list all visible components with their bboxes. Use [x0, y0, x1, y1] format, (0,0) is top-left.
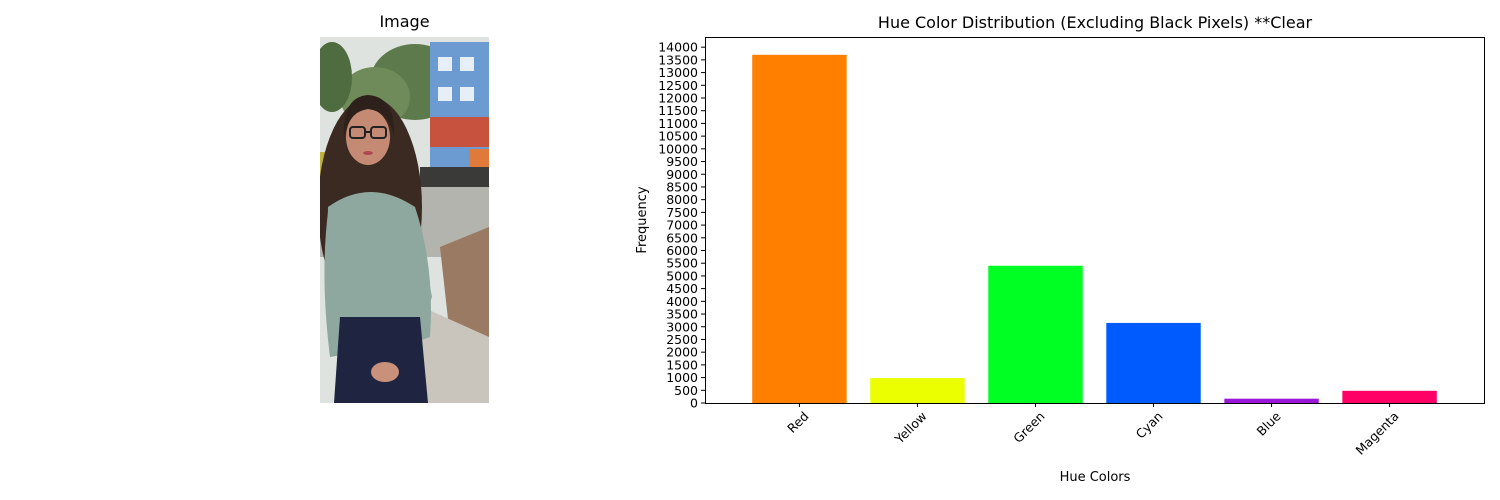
- y-tick-label: 13500: [658, 52, 698, 67]
- photo-illustration: [320, 37, 489, 403]
- y-tick-label: 2000: [666, 345, 698, 360]
- y-tick-label: 3000: [666, 319, 698, 334]
- bar-blue: [1224, 398, 1319, 403]
- bars: [752, 54, 1437, 404]
- y-axis-label: Frequency: [635, 186, 650, 253]
- y-tick-label: 3500: [666, 307, 698, 322]
- chart-title: Hue Color Distribution (Excluding Black …: [878, 13, 1313, 32]
- x-tick-label: Cyan: [1133, 409, 1166, 442]
- x-axis-label: Hue Colors: [1060, 470, 1131, 485]
- y-tick-label: 12500: [658, 78, 698, 93]
- y-tick-label: 10000: [658, 141, 698, 156]
- y-tick-label: 1000: [666, 370, 698, 385]
- y-axis-ticks: 0500100015002000250030003500400045005000…: [658, 40, 705, 411]
- x-axis-ticks: Red Yellow Green Cyan Blue Magenta: [784, 403, 1402, 458]
- x-tick-label: Magenta: [1353, 409, 1402, 458]
- y-tick-label: 12000: [658, 91, 698, 106]
- y-tick-label: 9500: [666, 154, 698, 169]
- y-tick-label: 6500: [666, 230, 698, 245]
- y-tick-label: 10500: [658, 129, 698, 144]
- y-tick-label: 8000: [666, 192, 698, 207]
- y-tick-label: 7000: [666, 218, 698, 233]
- y-tick-label: 6000: [666, 243, 698, 258]
- y-tick-label: 8500: [666, 179, 698, 194]
- bar-magenta: [1342, 390, 1437, 403]
- x-tick-label: Green: [1010, 409, 1047, 446]
- plot-frame: [705, 37, 1485, 404]
- bar-red: [752, 54, 847, 404]
- x-tick-label: Blue: [1253, 408, 1283, 438]
- y-tick-label: 0: [690, 396, 698, 411]
- x-tick-label: Red: [784, 409, 811, 436]
- y-tick-label: 14000: [658, 40, 698, 55]
- y-tick-label: 11000: [658, 116, 698, 131]
- y-tick-label: 1500: [666, 357, 698, 372]
- y-tick-label: 4000: [666, 294, 698, 309]
- bar-green: [988, 265, 1083, 403]
- y-tick-label: 500: [674, 383, 698, 398]
- y-tick-label: 7500: [666, 205, 698, 220]
- bar-cyan: [1106, 322, 1201, 403]
- y-tick-label: 4500: [666, 281, 698, 296]
- y-tick-label: 5500: [666, 256, 698, 271]
- bar-yellow: [870, 378, 965, 403]
- y-tick-label: 11500: [658, 103, 698, 118]
- x-tick-label: Yellow: [891, 409, 930, 448]
- photo: [320, 37, 489, 403]
- y-tick-label: 13000: [658, 65, 698, 80]
- y-tick-label: 2500: [666, 332, 698, 347]
- y-tick-label: 9000: [666, 167, 698, 182]
- image-panel-title: Image: [379, 12, 430, 31]
- y-tick-label: 5000: [666, 268, 698, 283]
